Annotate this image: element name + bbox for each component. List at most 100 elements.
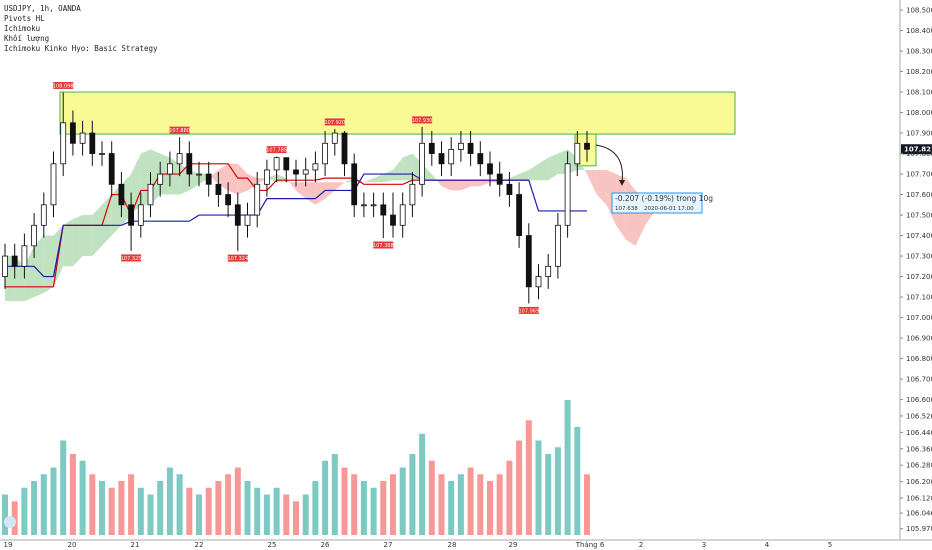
x-tick-label: 4 [765,541,770,549]
cloud-segment [538,157,549,181]
y-tick-label: 106.200 [906,478,932,486]
cloud-segment [72,215,83,267]
candle-body [322,142,329,165]
candle-body [21,245,28,267]
y-tick-label: 106.360 [906,445,932,453]
volume-bar [263,494,270,535]
last-price-label: 107.821 [904,146,932,154]
candle-body [2,255,8,277]
candle-body [263,169,270,185]
volume-bar [79,460,86,535]
y-tick-label: 106.900 [906,335,932,343]
candle-body [370,204,377,207]
volume-bar [234,467,241,535]
y-tick-label: 107.900 [906,130,932,138]
y-tick-label: 106.120 [906,494,932,502]
volume-bar [21,487,28,535]
volume-bar [487,481,493,535]
volume-bar [157,481,164,535]
volume-bar [322,460,329,535]
y-tick-label: 107.300 [906,253,932,261]
candle-body [205,173,212,185]
volume-bar [60,440,67,535]
volume-bar [331,454,338,535]
candle-body [428,142,435,154]
x-tick-label: 21 [131,541,140,549]
y-tick-label: 106.800 [906,355,932,363]
cloud-segment [43,235,54,293]
legend-item: Khối lượng [4,34,49,43]
volume-bar [574,427,581,535]
pivot-label: 107.785 [266,148,287,154]
candle-body [302,169,309,175]
volume-bar [351,474,358,535]
volume-bar [312,481,319,535]
volume-bar [11,501,18,535]
cloud-segment [528,163,539,181]
volume-bar [244,481,251,535]
candle-body [118,183,125,206]
cloud-segment [92,204,102,257]
volume-bar [409,454,416,535]
candle-body [157,173,164,185]
y-tick-label: 106.440 [906,429,932,437]
cloud-segment [82,215,93,257]
cloud-segment [334,182,345,191]
pivot-label: 108.098 [53,83,74,89]
y-tick-label: 106.700 [906,376,932,384]
cloud-segment [266,174,277,183]
last-price-box [901,144,932,155]
volume-bar [467,467,474,535]
volume-bar [584,474,590,535]
volume-bar [506,460,513,535]
volume-bar [108,487,115,535]
pivot-marker [518,306,539,314]
candle-body [457,142,464,150]
cloud-segment [460,180,471,191]
pivot-marker [324,118,345,126]
x-tick-label: 3 [702,541,706,549]
volume-bar [50,467,57,535]
candle-body [147,183,154,206]
candle-body [108,153,115,185]
volume-bar [69,454,76,535]
pivot-label: 107.388 [373,243,394,249]
x-tick-label: 20 [68,541,77,549]
cloud-segment [596,169,607,205]
candle-body [31,224,38,247]
candle-body [438,153,445,165]
candle-body [283,157,290,171]
volume-bar [380,481,387,535]
pivot-label: 107.325 [121,256,142,262]
volume-bar [89,474,96,535]
y-tick-label: 107.500 [906,212,932,220]
measure-arrow [595,144,623,184]
candle-body [419,142,426,185]
volume-bar [525,420,532,535]
volume-bar [99,481,105,535]
y-tick-label: 107.000 [906,314,932,322]
candle-body [331,132,338,144]
candle-body [341,132,348,165]
volume-bar [176,474,183,535]
volume-bar [254,487,261,535]
y-tick-label: 108.000 [906,109,932,117]
candle-body [390,214,396,226]
volume-bar [2,494,8,535]
logo[interactable] [4,516,16,528]
x-tick-label: 26 [321,541,330,549]
y-tick-label: 107.400 [906,232,932,240]
cloud-segment [383,169,393,183]
x-tick-label: Tháng 6 [575,541,605,549]
candle-body [166,163,173,175]
legend-item: Ichimoku Kinko Hyo: Basic Strategy [4,44,158,53]
candle-body [50,163,57,206]
pivot-label: 107.069 [518,308,539,314]
pivot-label: 107.880 [169,128,190,134]
candle-body [293,169,299,175]
x-tick-label: 19 [4,541,13,549]
cloud-segment [208,169,219,185]
candle-body [186,153,193,175]
volume-bar [283,494,290,535]
volume-bar [554,447,561,535]
